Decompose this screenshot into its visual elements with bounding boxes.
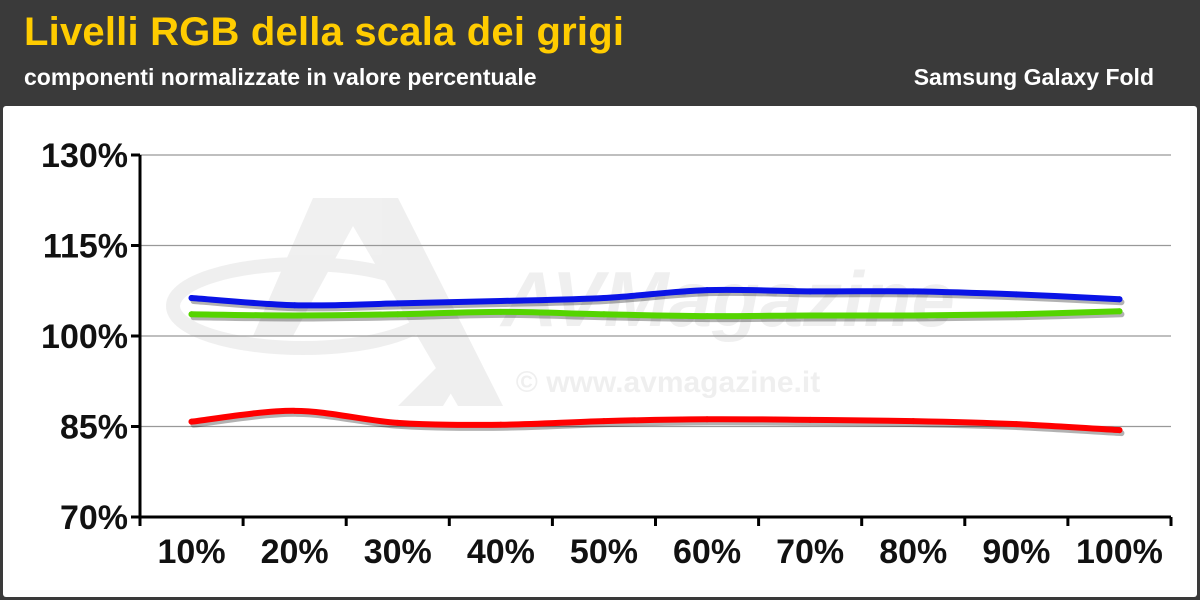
data-point	[1116, 296, 1123, 303]
data-point	[291, 407, 298, 414]
data-point	[1013, 291, 1020, 298]
data-point	[807, 416, 814, 423]
x-tick-label: 100%	[1076, 533, 1163, 571]
x-tick-label: 60%	[673, 533, 741, 571]
x-tick-label: 20%	[261, 533, 329, 571]
data-point	[807, 312, 814, 319]
data-point	[704, 416, 711, 423]
data-point	[188, 311, 195, 318]
series-lines	[188, 286, 1125, 437]
data-point	[188, 294, 195, 301]
data-point	[910, 312, 917, 319]
chart-header: Livelli RGB della scala dei grigi compon…	[0, 0, 1200, 104]
x-axis-labels: 10% 20% 30% 40% 50% 60% 70% 80% 90% 100%	[158, 533, 1163, 571]
x-tick-label: 30%	[364, 533, 432, 571]
data-point	[394, 300, 401, 307]
x-tick-label: 50%	[570, 533, 638, 571]
watermark-swoosh	[166, 257, 440, 355]
data-point	[497, 298, 504, 305]
data-point	[807, 288, 814, 295]
data-point	[291, 312, 298, 319]
watermark-v-shape	[398, 361, 471, 406]
data-point	[1116, 427, 1123, 434]
data-point	[910, 418, 917, 425]
y-tick-label: 85%	[60, 409, 128, 447]
grid-lines	[140, 154, 1171, 428]
data-point	[704, 287, 711, 294]
data-point	[600, 311, 607, 318]
device-name: Samsung Galaxy Fold	[913, 64, 1154, 90]
data-point	[394, 311, 401, 318]
series-line-2	[188, 407, 1123, 434]
y-tick-label: 70%	[60, 499, 128, 537]
series-line-0	[188, 286, 1123, 309]
chart-title: Livelli RGB della scala dei grigi	[24, 10, 625, 54]
data-point	[497, 421, 504, 428]
chart-subtitle: componenti normalizzate in valore percen…	[24, 64, 537, 90]
x-tick-label: 40%	[467, 533, 535, 571]
data-point	[600, 294, 607, 301]
y-axis-labels: 70% 85% 100% 115% 130%	[41, 137, 128, 537]
chart-axes	[131, 153, 1173, 526]
x-tick-label: 90%	[982, 533, 1050, 571]
data-point	[704, 313, 711, 320]
y-tick-label: 100%	[41, 318, 128, 356]
y-tick-label: 115%	[43, 228, 128, 266]
x-tick-label: 70%	[776, 533, 844, 571]
data-point	[394, 419, 401, 426]
data-point	[188, 418, 195, 425]
data-point	[1013, 311, 1020, 318]
watermark-a-shape	[253, 198, 503, 406]
data-point	[291, 302, 298, 309]
data-point	[1116, 308, 1123, 315]
data-point	[910, 288, 917, 295]
data-point	[1013, 421, 1020, 428]
line-chart: AVMagazine © www.avmagazine.it 70% 85% 100…	[41, 137, 1173, 571]
chart-panel: AVMagazine © www.avmagazine.it 70% 85% 100…	[3, 106, 1197, 597]
y-tick-label: 130%	[41, 137, 128, 175]
data-point	[497, 308, 504, 315]
x-tick-label: 10%	[158, 533, 226, 571]
x-tick-label: 80%	[879, 533, 947, 571]
series-line-1	[188, 308, 1123, 320]
watermark-logo: AVMagazine © www.avmagazine.it	[166, 198, 955, 406]
watermark-url: © www.avmagazine.it	[516, 366, 820, 399]
data-point	[600, 418, 607, 425]
